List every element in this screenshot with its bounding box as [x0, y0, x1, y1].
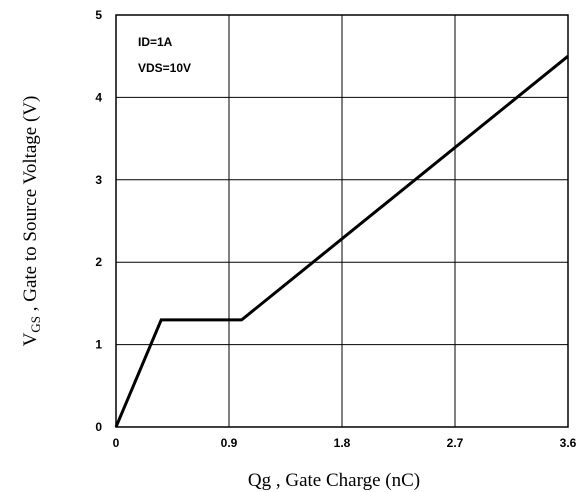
y-tick-label: 2: [95, 255, 102, 269]
x-tick-label: 0.9: [221, 436, 238, 450]
y-axis-title: VGS , Gate to Source Voltage (V): [20, 96, 43, 347]
y-tick-label: 1: [95, 338, 102, 352]
y-tick-label: 4: [95, 90, 102, 104]
x-tick-label: 1.8: [334, 436, 351, 450]
x-axis-title: Qg , Gate Charge (nC): [248, 470, 420, 491]
grid-lines: [116, 15, 568, 427]
y-axis-title-subscript: GS: [28, 316, 43, 333]
y-tick-label: 3: [95, 173, 102, 187]
annotation-line-2: VDS=10V: [138, 61, 191, 75]
y-axis-title-main: V: [20, 332, 41, 346]
y-tick-label: 0: [95, 420, 102, 434]
series-line-0: [114, 55, 569, 428]
y-tick-label: 5: [95, 8, 102, 22]
x-tick-label: 0: [113, 436, 120, 450]
y-tick-labels: 0 1 2 3 4 5: [95, 8, 102, 434]
x-tick-label: 3.6: [560, 436, 577, 450]
series-group: [114, 55, 569, 428]
y-axis-title-rest: , Gate to Source Voltage (V): [20, 96, 41, 316]
annotation-line-1: ID=1A: [138, 35, 173, 49]
x-tick-labels: 0 0.9 1.8 2.7 3.6: [113, 436, 577, 450]
x-tick-label: 2.7: [447, 436, 464, 450]
